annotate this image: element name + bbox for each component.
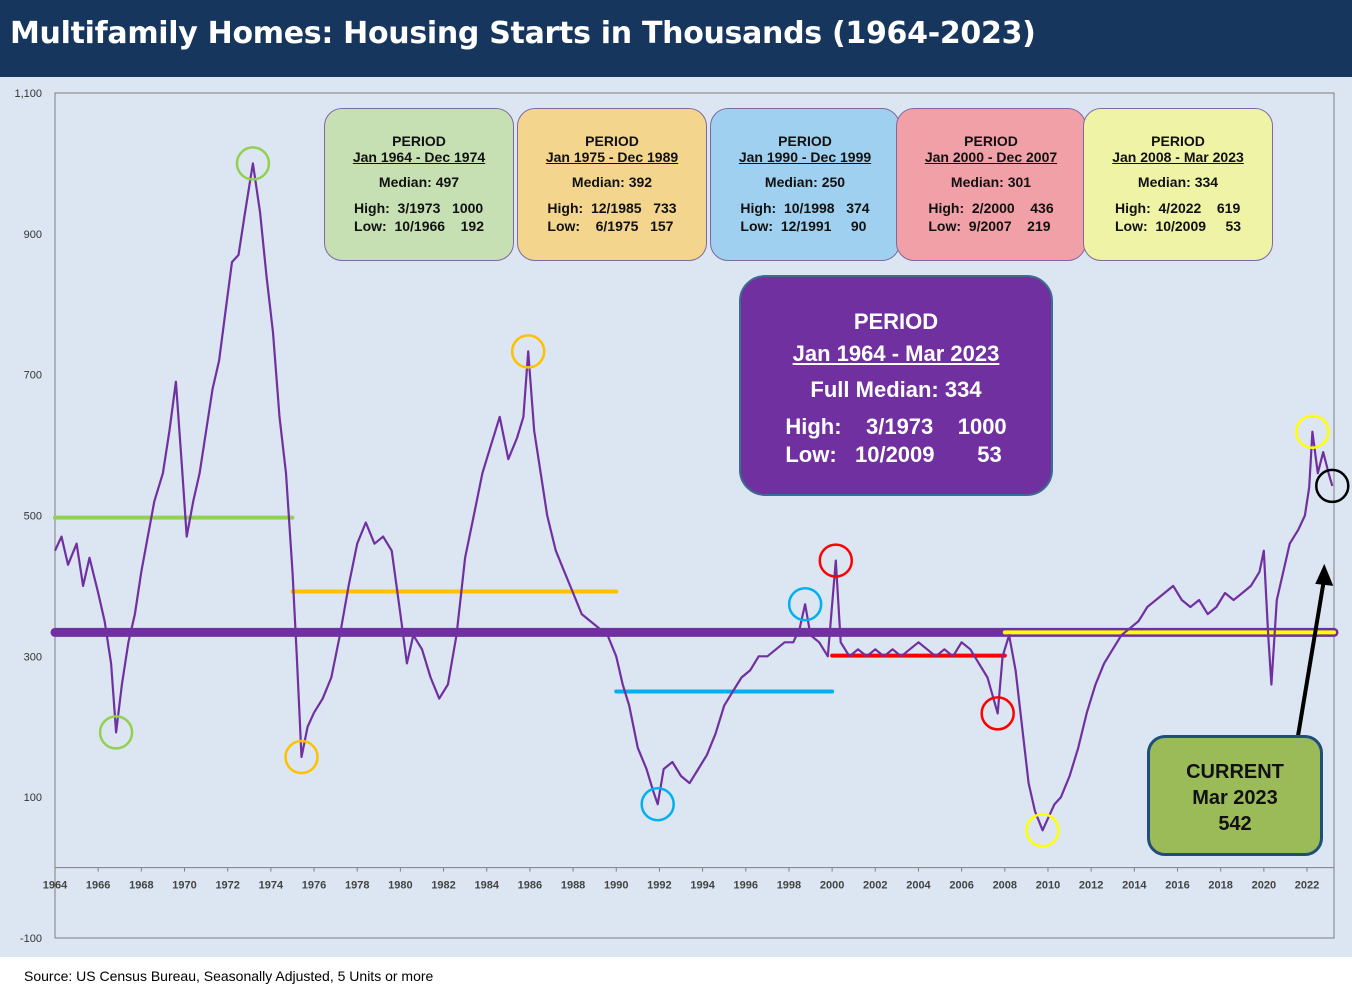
period-box-median: Median: 250 xyxy=(764,174,846,190)
highlight-marker xyxy=(1025,813,1060,848)
full-period-label: PERIOD xyxy=(853,309,939,334)
current-date: Mar 2023 xyxy=(1192,787,1278,809)
x-tick-label: 2010 xyxy=(1036,880,1060,892)
y-tick-label: 500 xyxy=(24,511,42,523)
period-box-high: High: 3/1973 1000 xyxy=(354,200,484,216)
x-tick-label: 2022 xyxy=(1295,880,1319,892)
source-note: Source: US Census Bureau, Seasonally Adj… xyxy=(24,968,434,984)
period-box-low: Low: 10/1966 192 xyxy=(354,218,484,234)
highlight-marker xyxy=(787,586,823,622)
x-tick-label: 1978 xyxy=(345,880,369,892)
x-tick-label: 1968 xyxy=(129,880,153,892)
x-tick-label: 1964 xyxy=(43,880,68,892)
x-tick-label: 1974 xyxy=(259,880,284,892)
full-period-median: Full Median: 334 xyxy=(810,377,982,402)
full-period-range: Jan 1964 - Mar 2023 xyxy=(792,341,1000,366)
x-tick-label: 1970 xyxy=(172,880,196,892)
period-box-label: PERIOD xyxy=(1151,133,1205,149)
period-box-median: Median: 497 xyxy=(378,174,460,190)
period-box-high: High: 2/2000 436 xyxy=(928,200,1054,216)
highlight-marker xyxy=(510,334,546,369)
highlight-marker xyxy=(640,786,675,822)
x-tick-label: 2014 xyxy=(1122,880,1147,892)
x-tick-label: 2000 xyxy=(820,880,844,892)
period-box-range: Jan 1990 - Dec 1999 xyxy=(738,149,872,165)
period-box-2008-2023: PERIOD Jan 2008 - Mar 2023 Median: 334 H… xyxy=(1083,108,1273,261)
x-tick-label: 2018 xyxy=(1208,880,1232,892)
period-box-range: Jan 2008 - Mar 2023 xyxy=(1112,149,1244,165)
y-tick-label: 1,100 xyxy=(14,88,42,100)
current-label: CURRENT xyxy=(1186,761,1284,783)
period-box-label: PERIOD xyxy=(778,133,832,149)
current-arrow-head xyxy=(1315,563,1334,586)
full-period-high: High: 3/1973 1000 xyxy=(785,414,1007,439)
x-tick-label: 2020 xyxy=(1252,880,1276,892)
full-period-box: PERIOD Jan 1964 - Mar 2023 Full Median: … xyxy=(739,275,1053,496)
period-box-label: PERIOD xyxy=(585,133,639,149)
period-box-high: High: 4/2022 619 xyxy=(1114,200,1241,216)
x-tick-label: 2004 xyxy=(906,880,931,892)
x-tick-label: 1976 xyxy=(302,880,326,892)
full-period-low: Low: 10/2009 53 xyxy=(785,442,1002,467)
x-tick-label: 2012 xyxy=(1079,880,1103,892)
current-value: 542 xyxy=(1218,813,1252,835)
x-tick-label: 1988 xyxy=(561,880,585,892)
x-tick-label: 1992 xyxy=(647,880,671,892)
x-tick-label: 1966 xyxy=(86,880,110,892)
x-tick-label: 1982 xyxy=(431,880,455,892)
period-box-range: Jan 1964 - Dec 1974 xyxy=(352,149,486,165)
x-tick-label: 2016 xyxy=(1165,880,1189,892)
period-box-range: Jan 2000 - Dec 2007 xyxy=(924,149,1058,165)
period-box-high: High: 12/1985 733 xyxy=(547,200,677,216)
y-tick-label: 300 xyxy=(24,651,42,663)
x-tick-label: 1996 xyxy=(734,880,758,892)
x-tick-label: 1972 xyxy=(215,880,239,892)
y-tick-label: 100 xyxy=(24,792,42,804)
x-tick-label: 2008 xyxy=(993,880,1017,892)
period-box-1990-1999: PERIOD Jan 1990 - Dec 1999 Median: 250 H… xyxy=(710,108,900,261)
highlight-marker xyxy=(980,696,1015,731)
period-box-median: Median: 301 xyxy=(950,174,1032,190)
x-tick-label: 1986 xyxy=(518,880,542,892)
x-tick-label: 1998 xyxy=(777,880,801,892)
period-box-1964-1974: PERIOD Jan 1964 - Dec 1974 Median: 497 H… xyxy=(324,108,514,261)
period-box-low: Low: 12/1991 90 xyxy=(740,218,867,234)
period-box-low: Low: 6/1975 157 xyxy=(547,218,674,234)
y-tick-label: 700 xyxy=(24,370,42,382)
period-box-high: High: 10/1998 374 xyxy=(740,200,870,216)
period-box-low: Low: 10/2009 53 xyxy=(1114,218,1242,234)
highlight-marker xyxy=(235,146,271,181)
y-tick-label: 900 xyxy=(24,229,42,241)
current-arrow xyxy=(1296,577,1327,737)
chart-title: Multifamily Homes: Housing Starts in Tho… xyxy=(10,16,1036,51)
highlight-marker xyxy=(1295,414,1330,449)
x-tick-label: 2006 xyxy=(949,880,973,892)
title-bar: Multifamily Homes: Housing Starts in Tho… xyxy=(0,0,1352,77)
highlight-marker xyxy=(1315,468,1350,504)
period-box-median: Median: 334 xyxy=(1137,174,1219,190)
period-box-range: Jan 1975 - Dec 1989 xyxy=(545,149,679,165)
highlight-marker xyxy=(98,715,134,750)
highlight-marker xyxy=(284,739,319,775)
period-box-label: PERIOD xyxy=(392,133,446,149)
x-tick-label: 1990 xyxy=(604,880,628,892)
x-tick-label: 1984 xyxy=(474,880,499,892)
period-box-1975-1989: PERIOD Jan 1975 - Dec 1989 Median: 392 H… xyxy=(517,108,707,261)
x-tick-label: 1980 xyxy=(388,880,412,892)
period-box-2000-2007: PERIOD Jan 2000 - Dec 2007 Median: 301 H… xyxy=(896,108,1086,261)
x-tick-label: 1994 xyxy=(690,880,715,892)
period-box-label: PERIOD xyxy=(964,133,1018,149)
highlight-marker xyxy=(818,543,854,578)
period-box-low: Low: 9/2007 219 xyxy=(928,218,1051,234)
period-box-median: Median: 392 xyxy=(571,174,653,190)
x-tick-label: 2002 xyxy=(863,880,887,892)
y-tick-label: -100 xyxy=(20,933,42,945)
current-value-box: CURRENT Mar 2023 542 xyxy=(1147,735,1323,856)
series-line xyxy=(54,162,1334,832)
